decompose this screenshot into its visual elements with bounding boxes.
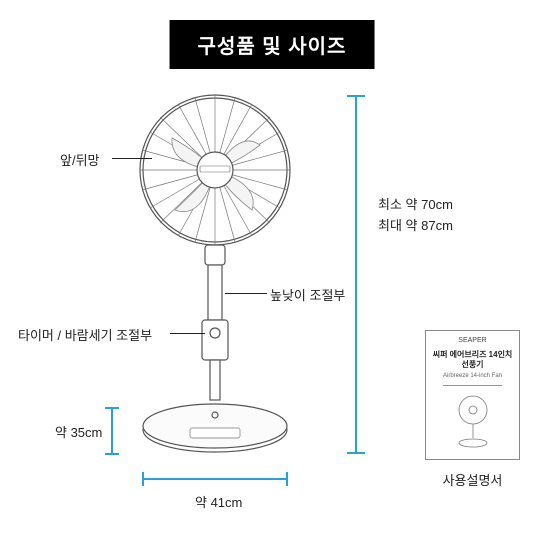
leader-grille bbox=[112, 158, 152, 159]
label-base-depth: 약 35cm bbox=[55, 422, 102, 441]
label-manual: 사용설명서 bbox=[425, 470, 520, 489]
label-base-width: 약 41cm bbox=[195, 492, 242, 511]
diagram-area: 앞/뒤망 높낮이 조절부 타이머 / 바람세기 조절부 최소 약 70cm 최대… bbox=[0, 80, 544, 500]
manual-title: 씨퍼 에어브리즈 14인치 선풍기 bbox=[430, 350, 515, 371]
leader-height-adjust bbox=[225, 293, 267, 294]
label-height-max: 최대 약 87cm bbox=[378, 216, 453, 237]
fan-illustration bbox=[120, 90, 310, 460]
label-height: 최소 약 70cm 최대 약 87cm bbox=[378, 195, 453, 237]
label-controls: 타이머 / 바람세기 조절부 bbox=[18, 325, 152, 344]
base-width-measure bbox=[140, 472, 290, 486]
manual-subtitle: Airbreeze 14-inch Fan bbox=[443, 373, 502, 379]
label-height-adjust: 높낮이 조절부 bbox=[270, 285, 345, 304]
manual-divider bbox=[443, 385, 503, 386]
label-height-min: 최소 약 70cm bbox=[378, 195, 453, 216]
manual-fan-icon bbox=[450, 394, 496, 450]
manual-brand: SEAPER bbox=[458, 337, 486, 344]
height-measure bbox=[345, 92, 365, 457]
leader-controls bbox=[170, 333, 205, 334]
manual-cover: SEAPER 씨퍼 에어브리즈 14인치 선풍기 Airbreeze 14-in… bbox=[425, 330, 520, 460]
base-depth-measure bbox=[105, 405, 119, 457]
label-grille: 앞/뒤망 bbox=[60, 150, 100, 169]
page-title: 구성품 및 사이즈 bbox=[170, 20, 375, 69]
